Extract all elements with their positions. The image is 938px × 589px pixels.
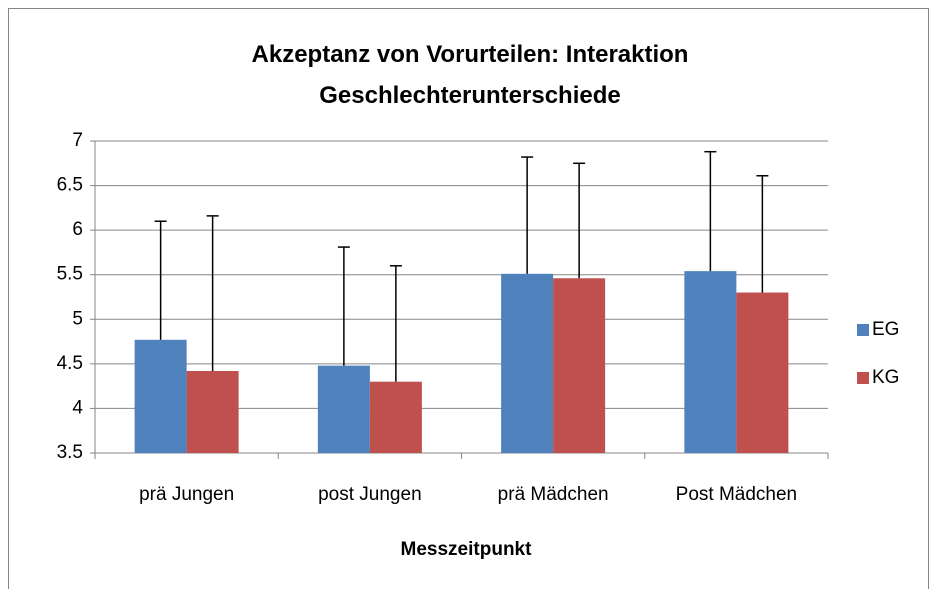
bar: [684, 271, 737, 453]
bar: [553, 278, 606, 453]
chart-border: [8, 8, 929, 589]
bar: [369, 381, 422, 453]
x-tick-label: prä Jungen: [139, 484, 234, 505]
legend-swatch: [857, 324, 869, 336]
chart-title: Akzeptanz von Vorurteilen: Interaktion G…: [251, 41, 689, 109]
bar: [186, 370, 239, 453]
bar: [736, 292, 789, 453]
y-tick-label: 7: [72, 130, 83, 151]
y-tick-label: 3.5: [57, 442, 83, 463]
x-tick-label: prä Mädchen: [498, 484, 609, 505]
y-tick-label: 6.5: [57, 175, 83, 196]
bar: [134, 339, 187, 453]
legend-swatch: [857, 372, 869, 384]
legend-label: KG: [872, 367, 899, 388]
y-tick-label: 4: [72, 397, 83, 418]
legend-label: EG: [872, 319, 899, 340]
y-tick-label: 6: [72, 219, 83, 240]
bar: [501, 273, 554, 453]
y-tick-label: 4.5: [57, 353, 83, 374]
x-axis-label: Messzeitpunkt: [401, 539, 533, 560]
y-tick-label: 5: [72, 308, 83, 329]
y-tick-label: 5.5: [57, 264, 83, 285]
x-tick-label: Post Mädchen: [676, 484, 797, 505]
x-tick-label: post Jungen: [318, 484, 422, 505]
bar: [317, 365, 370, 453]
